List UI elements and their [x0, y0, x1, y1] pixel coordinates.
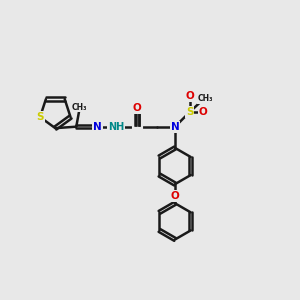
Text: S: S — [36, 112, 44, 122]
Text: S: S — [186, 107, 194, 117]
Text: CH₃: CH₃ — [198, 94, 213, 103]
Text: CH₃: CH₃ — [71, 103, 87, 112]
Text: NH: NH — [108, 122, 124, 132]
Text: O: O — [199, 107, 208, 117]
Text: N: N — [93, 122, 102, 132]
Text: O: O — [171, 191, 179, 201]
Text: O: O — [185, 91, 194, 100]
Text: N: N — [171, 122, 179, 132]
Text: O: O — [133, 103, 142, 113]
